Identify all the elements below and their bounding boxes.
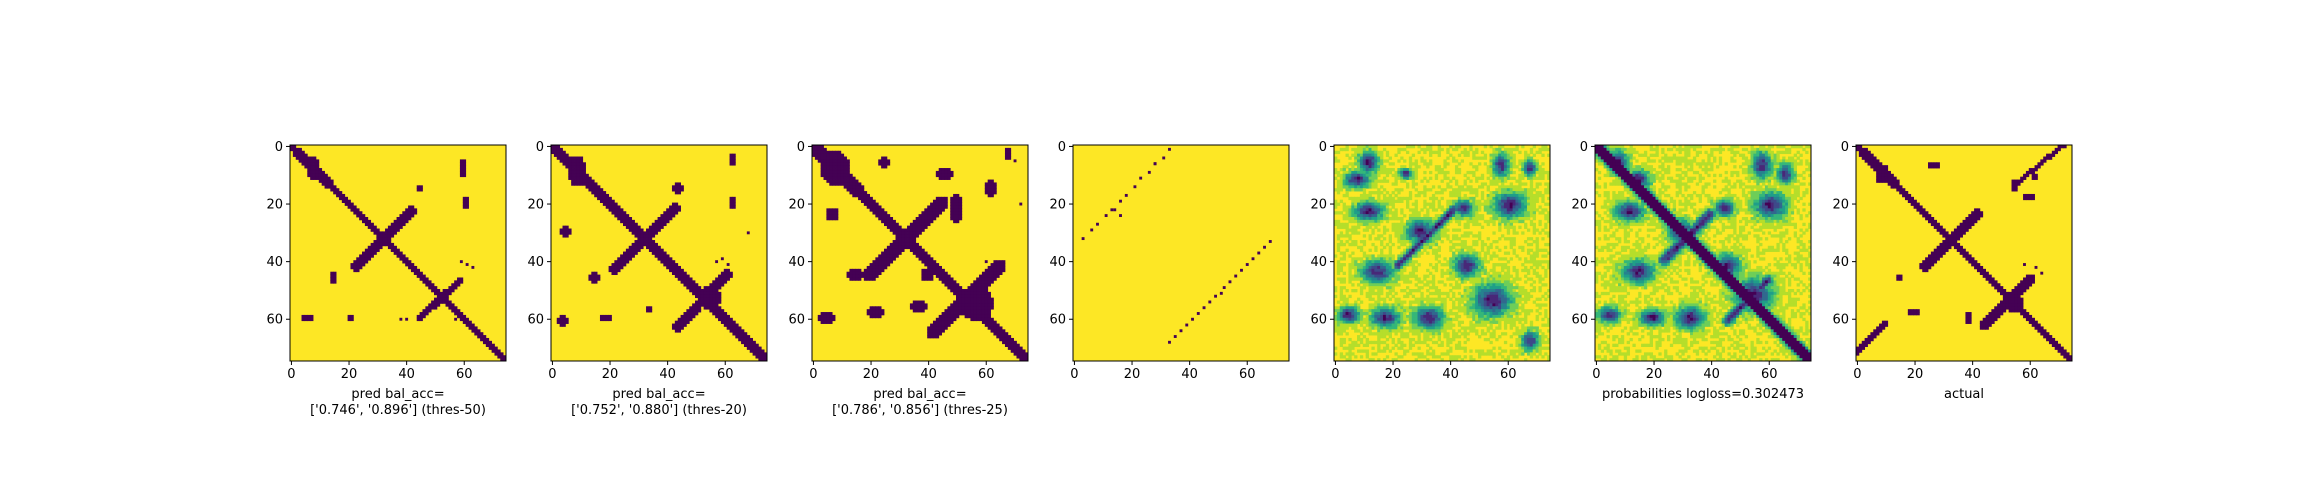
x-tick-label: 60 [1500, 367, 1517, 382]
heatmap-cells [1081, 147, 1272, 344]
axes-frame [1594, 144, 1812, 362]
axes-frame [550, 144, 768, 362]
y-tick-label: 0 [1841, 140, 1849, 155]
panel-caption: ['0.746', '0.896'] (thres-50) [310, 403, 486, 418]
panel-caption: ['0.786', '0.856'] (thres-25) [832, 403, 1008, 418]
panel-caption: probabilities logloss=0.302473 [1602, 387, 1804, 402]
y-tick-label: 0 [797, 140, 805, 155]
heatmap-cells [1856, 145, 2073, 362]
heatmap-cells [290, 145, 507, 362]
x-tick-label: 0 [1331, 367, 1339, 382]
x-tick-label: 60 [2022, 367, 2039, 382]
y-tick-label: 60 [1832, 313, 1849, 328]
x-tick-label: 20 [602, 367, 619, 382]
x-tick-label: 40 [659, 367, 676, 382]
x-tick-label: 20 [1385, 367, 1402, 382]
x-tick-label: 40 [398, 367, 415, 382]
heatmap-background [1073, 145, 1289, 361]
x-tick-label: 60 [717, 367, 734, 382]
axes-frame [1072, 144, 1290, 362]
y-tick-label: 40 [266, 255, 283, 270]
y-tick-label: 40 [1571, 255, 1588, 270]
y-tick-label: 40 [1310, 255, 1327, 270]
axes-frame [811, 144, 1029, 362]
y-tick-label: 0 [1580, 140, 1588, 155]
panel-caption: ['0.752', '0.880'] (thres-20) [571, 403, 747, 418]
x-tick-label: 20 [863, 367, 880, 382]
heatmap-panel-4: 0 20 40 60 0 20 40 60 [1049, 140, 1290, 382]
y-tick-label: 0 [275, 140, 283, 155]
y-tick-label: 40 [527, 255, 544, 270]
heatmap-cells [1595, 145, 1812, 362]
x-tick-label: 0 [287, 367, 295, 382]
x-tick-label: 40 [920, 367, 937, 382]
axes-frame [1855, 144, 2073, 362]
x-tick-label: 0 [548, 367, 556, 382]
panel-caption: actual [1944, 387, 1984, 402]
y-tick-label: 20 [1049, 198, 1066, 213]
x-tick-label: 60 [1761, 367, 1778, 382]
x-tick-label: 0 [809, 367, 817, 382]
x-tick-label: 40 [1964, 367, 1981, 382]
heatmap-panel-7: 0 20 40 60 0 20 40 60 actual [1832, 140, 2073, 402]
y-tick-label: 40 [1832, 255, 1849, 270]
panel-caption: pred bal_acc= [873, 387, 966, 402]
x-tick-label: 0 [1592, 367, 1600, 382]
heatmap-panel-1: 0 20 40 60 0 20 40 60 pred bal_acc=['0.746', '0.… [266, 140, 507, 418]
y-tick-label: 40 [1049, 255, 1066, 270]
x-tick-label: 20 [1124, 367, 1141, 382]
heatmap-panel-3: 0 20 40 60 0 20 40 60 pred bal_acc=['0.786', '0.… [788, 140, 1029, 418]
axes-frame [1333, 144, 1551, 362]
axes-frame [289, 144, 507, 362]
x-tick-label: 40 [1442, 367, 1459, 382]
x-tick-label: 20 [341, 367, 358, 382]
panel-caption: pred bal_acc= [612, 387, 705, 402]
y-tick-label: 60 [788, 313, 805, 328]
y-tick-label: 60 [527, 313, 544, 328]
y-tick-label: 20 [1310, 198, 1327, 213]
y-tick-label: 60 [1049, 313, 1066, 328]
heatmap-panel-6: 0 20 40 60 0 20 40 60 probabilities logloss=0.30… [1571, 140, 1812, 402]
y-tick-label: 0 [1058, 140, 1066, 155]
y-tick-label: 60 [1571, 313, 1588, 328]
heatmap-cells [812, 145, 1029, 362]
y-tick-label: 60 [1310, 313, 1327, 328]
x-tick-label: 60 [978, 367, 995, 382]
y-tick-label: 20 [1832, 198, 1849, 213]
x-tick-label: 60 [456, 367, 473, 382]
y-tick-label: 20 [266, 198, 283, 213]
y-tick-label: 20 [788, 198, 805, 213]
x-tick-label: 40 [1703, 367, 1720, 382]
y-tick-label: 20 [1571, 198, 1588, 213]
y-tick-label: 60 [266, 313, 283, 328]
y-tick-label: 40 [788, 255, 805, 270]
heatmap-panel-5: 0 20 40 60 0 20 40 60 [1310, 140, 1551, 382]
heatmap-cells [551, 145, 768, 362]
heatmap-panel-2: 0 20 40 60 0 20 40 60 pred bal_acc=['0.752', '0.… [527, 140, 768, 418]
x-tick-label: 0 [1070, 367, 1078, 382]
x-tick-label: 0 [1853, 367, 1861, 382]
y-tick-label: 20 [527, 198, 544, 213]
x-tick-label: 20 [1646, 367, 1663, 382]
x-tick-label: 60 [1239, 367, 1256, 382]
heatmap-cells [1334, 145, 1551, 362]
y-tick-label: 0 [536, 140, 544, 155]
y-tick-label: 0 [1319, 140, 1327, 155]
panel-caption: pred bal_acc= [351, 387, 444, 402]
x-tick-label: 40 [1181, 367, 1198, 382]
x-tick-label: 20 [1907, 367, 1924, 382]
